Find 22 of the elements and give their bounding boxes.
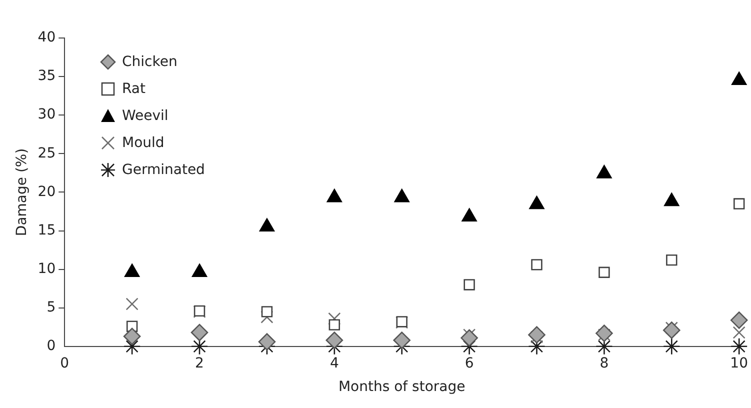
legend-label: Mould: [122, 134, 164, 150]
x-tick-label: 4: [330, 355, 339, 372]
x-tick-label: 2: [195, 355, 204, 372]
y-tick-label: 40: [38, 30, 56, 46]
x-tick-label: 8: [600, 355, 609, 372]
y-tick-label: 30: [38, 106, 56, 123]
y-tick-label: 10: [38, 260, 56, 277]
y-tick-label: 25: [38, 145, 56, 162]
legend-label: Rat: [122, 80, 146, 96]
legend-label: Chicken: [122, 54, 178, 70]
legend-label: Weevil: [122, 108, 168, 124]
y-tick-label: 5: [46, 299, 56, 316]
legend-label: Germinated: [122, 162, 205, 178]
x-tick-label: 10: [730, 355, 748, 372]
x-tick-label: 0: [60, 355, 70, 372]
y-tick-label: 0: [46, 338, 56, 354]
y-tick-label: 15: [38, 222, 56, 238]
y-axis-title: Damage (%): [14, 148, 30, 236]
y-tick-label: 20: [38, 184, 56, 200]
x-tick-label: 6: [464, 355, 474, 372]
y-tick-label: 35: [38, 68, 56, 84]
x-axis-title: Months of storage: [338, 379, 466, 396]
